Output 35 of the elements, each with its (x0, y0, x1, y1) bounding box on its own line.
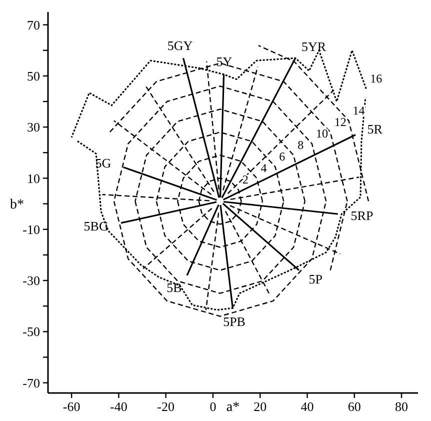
series-label: 5GY (167, 38, 194, 53)
series-label: 5YR (302, 39, 326, 54)
y-tick-label: -50 (22, 324, 40, 340)
series-label: 5B (166, 280, 182, 295)
x-tick-label: 80 (395, 399, 408, 414)
x-tick-label: 60 (348, 399, 361, 414)
x-axis-title: a* (226, 400, 240, 415)
x-tick-label: 40 (300, 399, 314, 414)
series-label: 5PB (223, 314, 246, 330)
y-axis-title: b* (10, 198, 24, 213)
series-label: 5BG (84, 218, 108, 234)
series-label: 5R (367, 122, 383, 137)
y-tick-label: -70 (22, 375, 40, 390)
x-tick-label: -60 (62, 399, 80, 414)
annotation: 14 (352, 104, 365, 118)
annotation: 12 (334, 115, 346, 130)
annotation: 8 (298, 138, 304, 152)
y-tick-label: -10 (22, 222, 40, 237)
x-tick-label: 20 (254, 399, 267, 414)
x-tick-label: 0 (210, 399, 216, 414)
y-tick-label: 10 (27, 170, 40, 186)
y-tick-label: 70 (27, 17, 40, 32)
y-tick-label: -30 (22, 273, 40, 288)
y-tick-label: 30 (27, 120, 40, 135)
annotation: 2 (242, 172, 248, 187)
y-tick-label: 50 (27, 68, 40, 84)
series-label: 5RP (350, 208, 374, 223)
annotation: 10 (316, 126, 328, 141)
annotation: 4 (260, 161, 267, 176)
annotation: 16 (370, 72, 382, 86)
series-label: 5P (308, 271, 322, 286)
series-label: 5Y (216, 54, 233, 69)
x-tick-label: -40 (110, 399, 128, 414)
annotation: 6 (279, 150, 286, 164)
x-tick-label: -20 (157, 399, 175, 414)
